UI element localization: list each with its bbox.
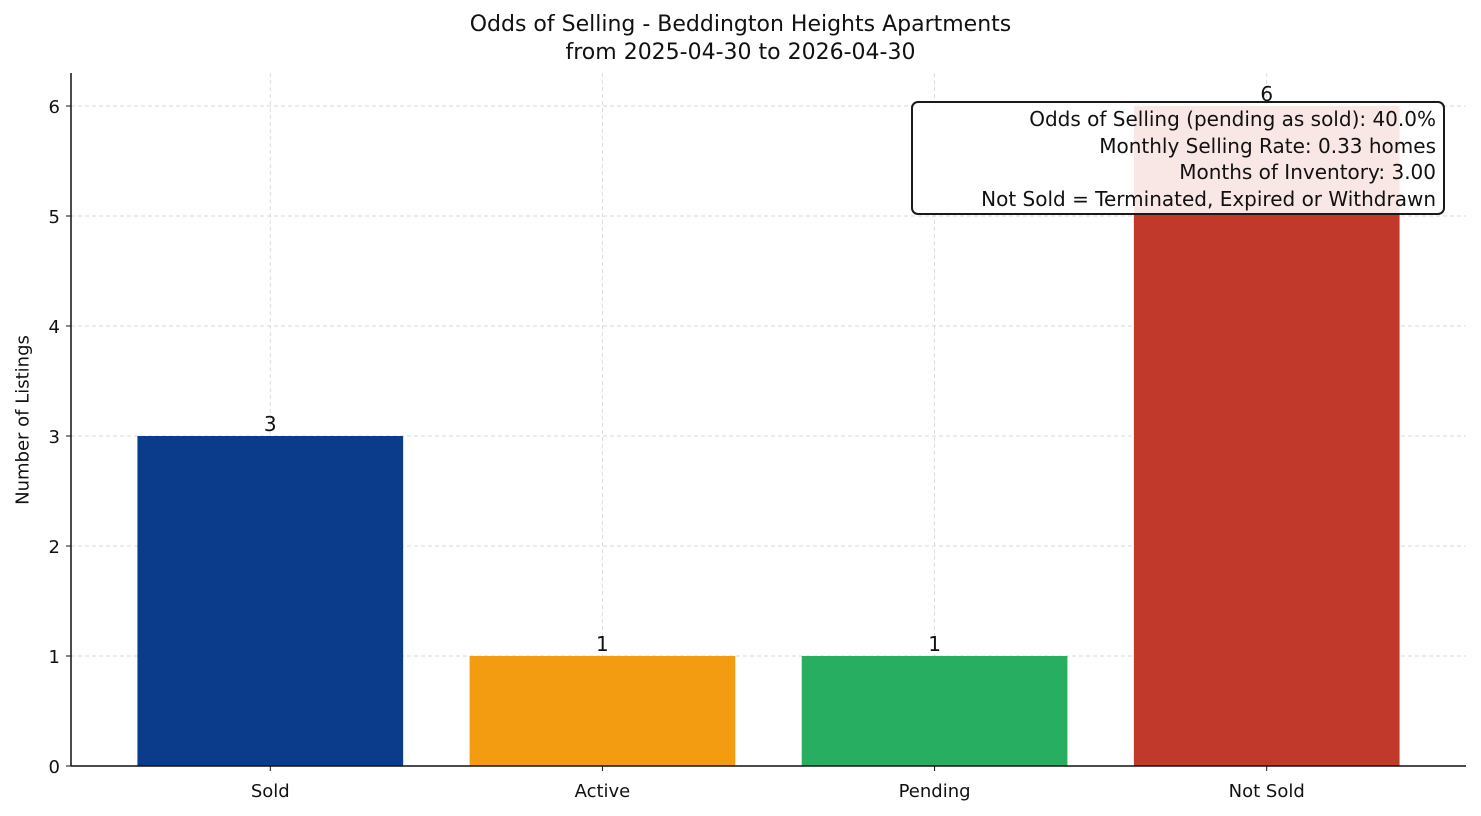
months-of-inventory-text: Months of Inventory: 3.00 [1179, 160, 1436, 184]
bars [137, 106, 1400, 766]
x-tick-label: Active [575, 781, 631, 802]
y-tick-label: 2 [49, 537, 60, 558]
not-sold-definition-text: Not Sold = Terminated, Expired or Withdr… [981, 186, 1436, 211]
monthly-selling-rate-text: Monthly Selling Rate: 0.33 homes [1099, 133, 1436, 158]
y-tick-label: 5 [49, 207, 60, 228]
chart-title: Odds of Selling - Beddington Heights Apa… [469, 12, 1012, 37]
chart-subtitle: from 2025-04-30 to 2026-04-30 [565, 40, 916, 65]
axes [66, 73, 1466, 771]
y-tick-label: 0 [49, 757, 60, 778]
bar-value-label: 6 [1260, 82, 1273, 106]
bar-value-label: 1 [596, 632, 609, 656]
bar-value-label: 3 [264, 412, 277, 436]
bar-sold [137, 436, 404, 766]
stats-annotation-box: Odds of Selling (pending as sold): 40.0%… [911, 101, 1445, 215]
y-tick-label: 6 [49, 97, 60, 118]
bar-value-label: 1 [928, 632, 941, 656]
bar-pending [801, 656, 1068, 766]
y-tick-label: 4 [49, 317, 60, 338]
x-tick-label: Pending [899, 781, 971, 802]
y-tick-label: 1 [49, 647, 60, 668]
labels: 3 Sold 1 Active 1 Pending 6 Not Sold 0 1 2 3 4 5 6 [49, 82, 1305, 802]
x-tick-label: Not Sold [1229, 781, 1305, 802]
y-tick-label: 3 [49, 427, 60, 448]
x-tick-label: Sold [251, 781, 290, 802]
bar-active [469, 656, 736, 766]
odds-of-selling-text: Odds of Selling (pending as sold): 40.0% [1029, 107, 1436, 131]
bar-not-sold [1133, 106, 1400, 766]
